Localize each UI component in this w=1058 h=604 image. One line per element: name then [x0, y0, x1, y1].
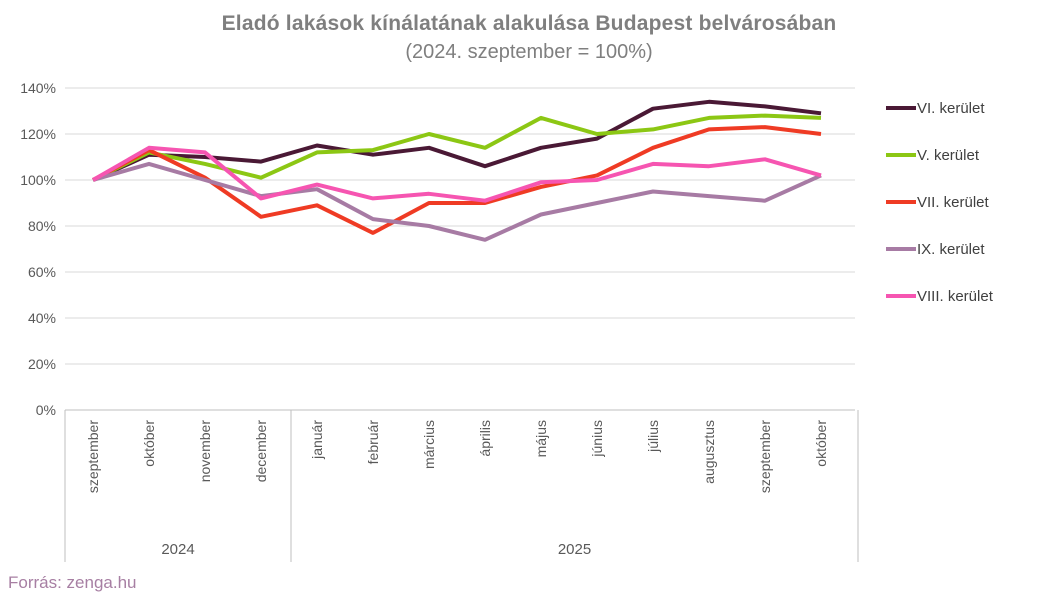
x-axis-year-label: 2025 — [558, 541, 591, 558]
legend-line-swatch — [886, 106, 916, 110]
y-axis-tick-label: 20% — [28, 356, 56, 372]
legend-label: VI. kerület — [917, 99, 985, 117]
x-axis-month-label: június — [589, 420, 605, 458]
x-axis-month-label: október — [813, 420, 829, 467]
x-axis-month-label: február — [365, 420, 381, 465]
x-axis-month-label: szeptember — [757, 420, 773, 493]
source-credit: Forrás: zenga.hu — [8, 573, 137, 592]
y-axis-tick-label: 140% — [20, 80, 56, 96]
series-line-viiikerlet — [92, 145, 822, 203]
legend-label: V. kerület — [917, 146, 979, 164]
series-line-ixkerlet — [92, 161, 822, 242]
x-axis-year-label: 2024 — [161, 541, 194, 558]
legend-line-swatch — [886, 200, 916, 204]
legend-line-swatch — [886, 294, 916, 298]
x-axis-month-label: december — [253, 420, 269, 483]
y-axis-tick-label: 120% — [20, 126, 56, 142]
legend-item-vi-kerulet: VI. kerület — [886, 98, 1052, 118]
legend: VI. kerület V. kerület VII. kerület IX. … — [886, 98, 1052, 333]
series-line-vkerlet — [92, 113, 822, 182]
x-axis-month-label: április — [477, 420, 493, 457]
legend-line-swatch — [886, 153, 916, 157]
y-axis-tick-label: 40% — [28, 310, 56, 326]
legend-item-v-kerulet: V. kerület — [886, 145, 1052, 165]
x-axis-month-label: november — [197, 420, 213, 483]
x-axis-month-label: október — [141, 420, 157, 467]
x-axis-month-label: szeptember — [85, 420, 101, 493]
chart-subtitle: (2024. szeptember = 100%) — [405, 41, 653, 63]
y-axis-tick-label: 80% — [28, 218, 56, 234]
legend-label: VIII. kerület — [917, 287, 993, 305]
legend-item-viii-kerulet: VIII. kerület — [886, 286, 1052, 306]
y-axis-tick-label: 100% — [20, 172, 56, 188]
legend-item-ix-kerulet: IX. kerület — [886, 239, 1052, 259]
x-axis-month-label: július — [645, 420, 661, 453]
legend-label: VII. kerület — [917, 193, 989, 211]
x-axis-month-label: augusztus — [701, 420, 717, 484]
legend-label: IX. kerület — [917, 240, 985, 258]
x-axis-month-label: január — [309, 420, 325, 460]
x-axis-month-label: március — [421, 420, 437, 469]
legend-item-vii-kerulet: VII. kerület — [886, 192, 1052, 212]
legend-line-swatch — [886, 247, 916, 251]
y-axis-tick-label: 0% — [36, 402, 56, 418]
x-axis-month-label: május — [533, 420, 549, 457]
y-axis-tick-label: 60% — [28, 264, 56, 280]
chart-title: Eladó lakások kínálatának alakulása Buda… — [221, 12, 837, 35]
